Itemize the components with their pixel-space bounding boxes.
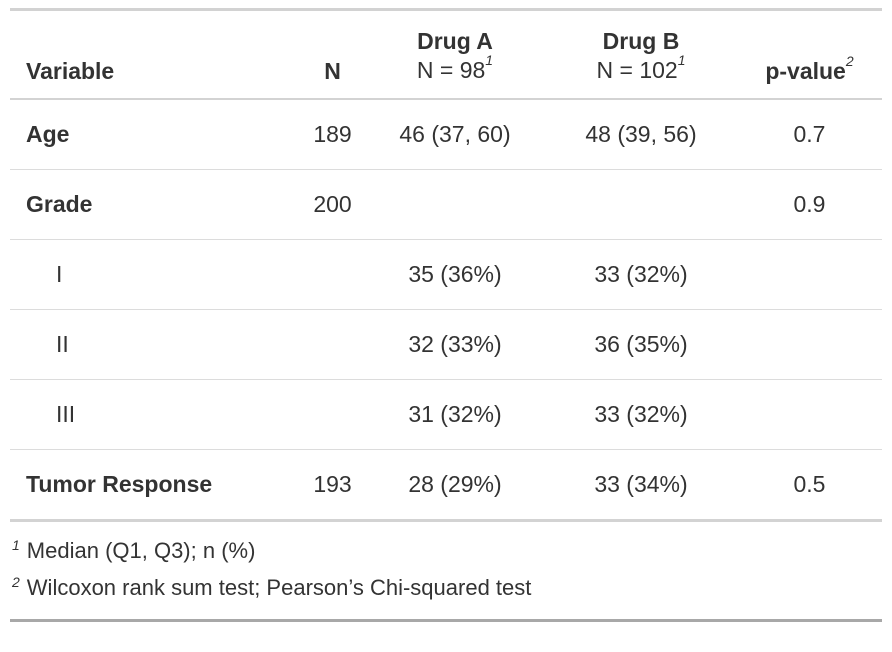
table-row-tumor-response: Tumor Response 193 28 (29%) 33 (34%) 0.5: [10, 449, 882, 522]
footnote-1: 1 Median (Q1, Q3); n (%): [12, 535, 882, 567]
cell-p-value: 0.9: [737, 169, 882, 240]
footnote-2: 2 Wilcoxon rank sum test; Pearson’s Chi-s…: [12, 572, 882, 604]
row-label-level: III: [10, 379, 300, 450]
cell-n: 189: [313, 121, 352, 147]
cell-drug-a: 28 (29%): [365, 449, 545, 522]
footnote-2-marker: 2: [12, 573, 20, 590]
header-drug-b-n: N = 1021: [549, 53, 733, 85]
cell-drug-a: 32 (33%): [365, 309, 545, 380]
header-drug-b-n-text: N = 102: [596, 57, 678, 83]
row-label-level: II: [10, 309, 300, 380]
table-header: Variable N Drug A N = 981 Drug B N = 102…: [10, 9, 882, 100]
header-p-value-text: p-value: [765, 58, 846, 84]
footnote-1-text: Median (Q1, Q3); n (%): [26, 538, 256, 563]
header-drug-a-name: Drug A: [417, 28, 493, 54]
cell-p-value: 0.5: [737, 449, 882, 522]
cell-n: 200: [300, 169, 365, 240]
header-variable: Variable: [10, 9, 300, 100]
table-body: Age 189 46 (37, 60) 48 (39, 56) 0.7 Grad…: [10, 99, 882, 522]
cell-p-value: [737, 309, 882, 380]
cell-drug-b: 33 (32%): [545, 239, 737, 310]
cell-n: 193: [300, 449, 365, 522]
footnote-marker-1: 1: [677, 52, 686, 69]
cell-drug-b: 48 (39, 56): [585, 121, 697, 147]
row-label: Grade: [10, 169, 300, 240]
cell-drug-a: 46 (37, 60): [399, 121, 511, 147]
cell-drug-b: 33 (32%): [545, 379, 737, 450]
table-row-grade: Grade 200 0.9: [10, 169, 882, 240]
summary-table: Variable N Drug A N = 981 Drug B N = 102…: [10, 8, 882, 522]
header-row: Variable N Drug A N = 981 Drug B N = 102…: [10, 9, 882, 100]
cell-drug-b: 33 (34%): [545, 449, 737, 522]
row-label: Tumor Response: [10, 449, 300, 522]
cell-p-value: [737, 239, 882, 310]
cell-p-value: 0.7: [793, 121, 826, 147]
table-row-grade-3: III 31 (32%) 33 (32%): [10, 379, 882, 450]
cell-drug-b: 36 (35%): [545, 309, 737, 380]
footnote-marker-2: 2: [845, 53, 854, 70]
header-drug-b-name: Drug B: [602, 28, 680, 54]
footnote-marker-1: 1: [485, 52, 494, 69]
header-drug-b: Drug B N = 1021: [545, 9, 737, 100]
cell-drug-a: 31 (32%): [365, 379, 545, 450]
cell-n: [300, 239, 365, 310]
summary-table-page: Variable N Drug A N = 981 Drug B N = 102…: [0, 8, 892, 652]
table-row-grade-2: II 32 (33%) 36 (35%): [10, 309, 882, 380]
cell-p-value: [737, 379, 882, 450]
cell-drug-b: [545, 169, 737, 240]
footnote-2-text: Wilcoxon rank sum test; Pearson’s Chi-sq…: [26, 575, 532, 600]
cell-n: [300, 379, 365, 450]
header-drug-a-n-text: N = 98: [416, 57, 486, 83]
footnote-1-marker: 1: [12, 536, 20, 553]
cell-drug-a: [365, 169, 545, 240]
cell-drug-a: 35 (36%): [365, 239, 545, 310]
header-drug-a: Drug A N = 981: [365, 9, 545, 100]
cell-n: [300, 309, 365, 380]
table-row-grade-1: I 35 (36%) 33 (32%): [10, 239, 882, 310]
header-p-value: p-value2: [737, 9, 882, 100]
row-label: Age: [26, 121, 70, 147]
header-n: N: [300, 9, 365, 100]
header-drug-a-n: N = 981: [369, 53, 541, 85]
table-row-age: Age 189 46 (37, 60) 48 (39, 56) 0.7: [10, 99, 882, 170]
table-footnotes: 1 Median (Q1, Q3); n (%) 2 Wilcoxon rank s…: [10, 522, 882, 622]
row-label-level: I: [10, 239, 300, 310]
